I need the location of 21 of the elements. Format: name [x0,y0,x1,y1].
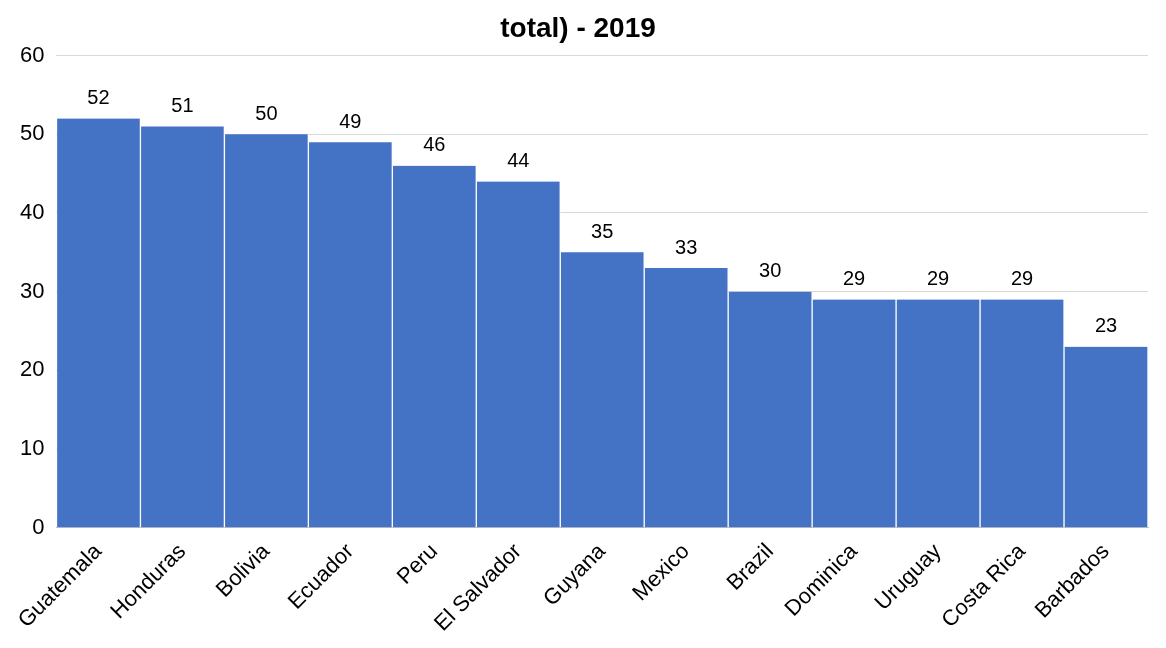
data-label: 51 [171,93,194,116]
data-label: 35 [591,219,614,242]
data-label: 29 [926,267,950,290]
y-tick-label: 0 [32,513,45,539]
y-tick-label: 40 [19,199,45,225]
y-tick-label: 20 [19,356,45,382]
chart-title: total) - 2019 [500,11,656,43]
y-tick-label: 50 [19,120,45,146]
y-tick-label: 60 [19,41,45,67]
data-label: 50 [255,101,278,124]
data-label: 29 [843,267,866,290]
data-label: 33 [675,235,698,258]
data-label: 29 [1010,267,1034,290]
data-label: 46 [423,133,446,156]
data-label: 30 [759,259,782,282]
y-tick-label: 10 [19,435,45,461]
data-label: 49 [339,109,362,132]
data-label: 52 [87,86,110,109]
data-label: 44 [507,149,530,172]
y-tick-label: 30 [19,277,45,303]
data-label: 23 [1094,314,1118,337]
